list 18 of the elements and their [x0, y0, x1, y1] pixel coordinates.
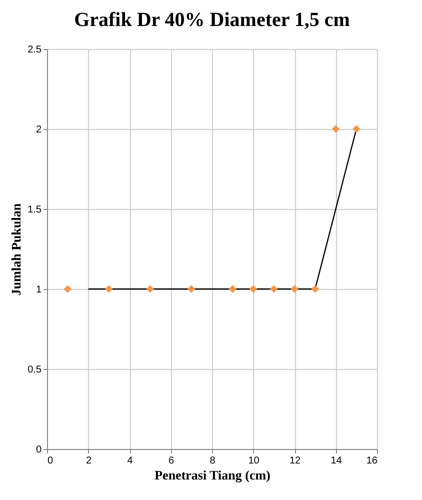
y-tick-label: 2.5	[28, 44, 42, 56]
chart-title: Grafik Dr 40% Diameter 1,5 cm	[74, 9, 350, 31]
y-tick-label: 0	[36, 444, 42, 456]
x-tick-label: 6	[168, 456, 174, 466]
x-tick-label: 14	[330, 456, 342, 466]
x-tick-label: 0	[48, 456, 54, 466]
x-axis-title: Penetrasi Tiang (cm)	[154, 468, 270, 482]
x-tick-label: 2	[86, 456, 92, 466]
y-tick-label: 1	[36, 284, 42, 296]
x-tick-label: 4	[127, 456, 134, 466]
y-tick-label: 0.5	[28, 364, 42, 376]
x-tick-label: 8	[210, 456, 216, 466]
y-tick-label: 1.5	[28, 204, 42, 216]
x-tick-label: 12	[289, 456, 301, 466]
y-tick-label: 2	[36, 124, 42, 136]
x-tick-label: 10	[248, 456, 260, 466]
y-axis-title: Jumlah Pukulan	[8, 202, 24, 296]
x-tick-label: 16	[366, 456, 378, 466]
